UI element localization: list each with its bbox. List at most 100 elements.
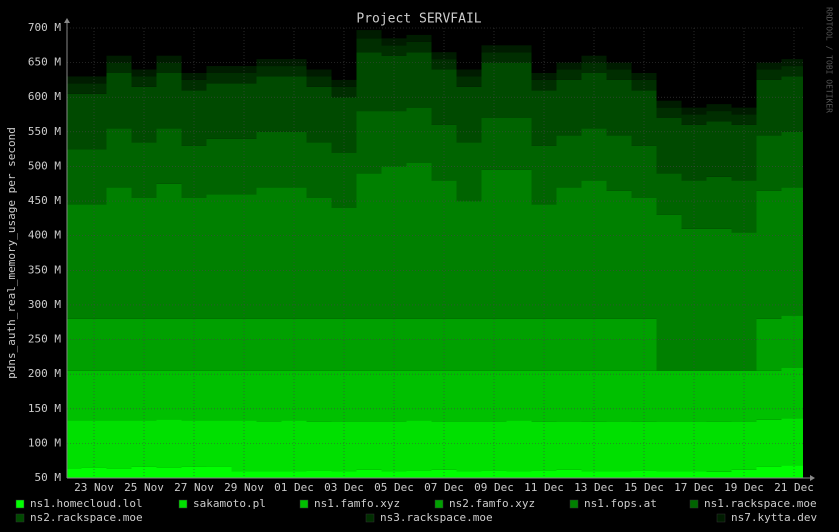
area-segment bbox=[656, 100, 682, 108]
area-segment bbox=[706, 471, 732, 478]
area-segment bbox=[231, 471, 257, 478]
y-tick-label: 50 M bbox=[35, 471, 62, 484]
plot bbox=[67, 30, 803, 478]
area-segment bbox=[256, 131, 282, 188]
area-segment bbox=[67, 204, 82, 319]
area-segment bbox=[356, 38, 382, 53]
area-segment bbox=[756, 370, 782, 420]
legend-swatch bbox=[434, 499, 444, 509]
area-segment bbox=[206, 466, 232, 478]
x-tick-label: 07 Dec bbox=[424, 481, 464, 494]
area-segment bbox=[456, 76, 482, 87]
area-segment bbox=[731, 124, 757, 181]
area-segment bbox=[706, 228, 732, 371]
area-segment bbox=[256, 76, 282, 132]
area-segment bbox=[106, 468, 132, 478]
legend-swatch bbox=[15, 499, 25, 509]
y-tick-label: 600 M bbox=[28, 90, 61, 103]
area-segment bbox=[556, 135, 582, 188]
x-tick-label: 09 Dec bbox=[474, 481, 514, 494]
area-segment bbox=[506, 471, 532, 478]
area-segment bbox=[306, 76, 332, 87]
y-tick-label: 150 M bbox=[28, 402, 61, 415]
area-segment bbox=[131, 197, 157, 319]
area-segment bbox=[206, 73, 232, 84]
area-segment bbox=[331, 471, 357, 478]
area-segment bbox=[706, 421, 732, 472]
area-segment bbox=[131, 76, 157, 87]
area-segment bbox=[681, 114, 707, 125]
area-segment bbox=[406, 470, 432, 478]
area-segment bbox=[406, 41, 432, 53]
area-segment bbox=[606, 370, 632, 422]
area-segment bbox=[406, 420, 432, 471]
y-tick-label: 400 M bbox=[28, 229, 61, 242]
area-segment bbox=[381, 38, 407, 46]
y-tick-label: 100 M bbox=[28, 436, 61, 449]
area-segment bbox=[356, 421, 382, 470]
legend-swatch bbox=[299, 499, 309, 509]
area-segment bbox=[756, 466, 782, 478]
area-segment bbox=[756, 318, 782, 371]
area-segment bbox=[431, 318, 457, 371]
area-segment bbox=[431, 469, 457, 478]
area-segment bbox=[506, 45, 532, 53]
area-segment bbox=[656, 118, 682, 174]
area-segment bbox=[356, 111, 382, 174]
area-segment bbox=[556, 79, 582, 136]
y-axis-label: pdns_auth_real_memory_usage per second bbox=[5, 127, 18, 379]
area-segment bbox=[67, 149, 82, 205]
area-segment bbox=[581, 370, 607, 422]
area-segment bbox=[206, 66, 232, 73]
area-segment bbox=[131, 318, 157, 371]
area-segment bbox=[356, 469, 382, 478]
x-tick-label: 05 Dec bbox=[374, 481, 414, 494]
area-segment bbox=[231, 318, 257, 371]
area-segment bbox=[506, 118, 532, 170]
area-segment bbox=[481, 118, 507, 170]
area-segment bbox=[256, 421, 282, 472]
area-segment bbox=[756, 79, 782, 136]
area-segment bbox=[106, 62, 132, 73]
area-segment bbox=[106, 420, 132, 469]
y-tick-label: 550 M bbox=[28, 125, 61, 138]
legend-label: ns7.kytta.dev bbox=[731, 511, 817, 524]
area-segment bbox=[356, 30, 382, 39]
area-segment bbox=[181, 370, 207, 421]
x-tick-label: 19 Dec bbox=[724, 481, 764, 494]
area-segment bbox=[381, 318, 407, 371]
area-segment bbox=[331, 208, 357, 319]
x-arrow bbox=[810, 475, 815, 481]
area-segment bbox=[481, 62, 507, 118]
area-segment bbox=[631, 145, 657, 198]
area-segment bbox=[731, 370, 757, 422]
chart-title: Project SERVFAIL bbox=[356, 12, 481, 27]
area-segment bbox=[256, 370, 282, 422]
area-segment bbox=[331, 421, 357, 472]
area-segment bbox=[456, 318, 482, 371]
area-segment bbox=[706, 111, 732, 122]
x-tick-label: 21 Dec bbox=[774, 481, 814, 494]
area-segment bbox=[306, 470, 332, 478]
area-segment bbox=[156, 62, 182, 73]
y-tick-label: 350 M bbox=[28, 263, 61, 276]
area-segment bbox=[231, 83, 257, 139]
area-segment bbox=[606, 62, 632, 70]
area-segment bbox=[606, 421, 632, 472]
area-segment bbox=[106, 370, 132, 421]
y-tick-label: 250 M bbox=[28, 333, 61, 346]
area-segment bbox=[781, 367, 803, 419]
area-segment bbox=[406, 34, 432, 42]
area-segment bbox=[656, 107, 682, 118]
area-segment bbox=[131, 420, 157, 467]
area-segment bbox=[256, 318, 282, 371]
area-segment bbox=[456, 471, 482, 478]
area-segment bbox=[706, 176, 732, 229]
area-segment bbox=[506, 318, 532, 371]
area-segment bbox=[656, 173, 682, 215]
area-segment bbox=[67, 469, 82, 478]
area-segment bbox=[406, 163, 432, 319]
area-segment bbox=[456, 421, 482, 472]
